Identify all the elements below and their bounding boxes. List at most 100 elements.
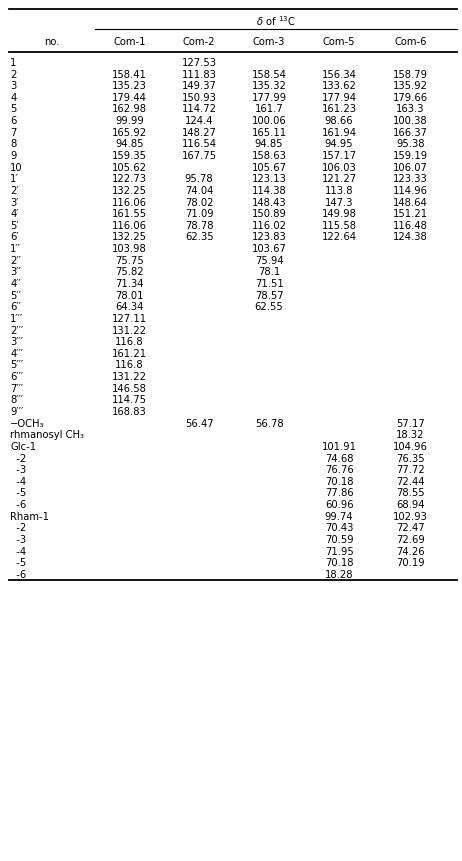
Text: -2: -2 [10,453,26,463]
Text: 133.62: 133.62 [322,81,357,91]
Text: 156.34: 156.34 [322,70,357,79]
Text: 3′′′: 3′′′ [10,337,23,347]
Text: 114.75: 114.75 [112,395,147,405]
Text: -4: -4 [10,546,26,556]
Text: 7: 7 [10,127,17,138]
Text: 71.34: 71.34 [115,279,144,288]
Text: -4: -4 [10,476,26,486]
Text: 4′: 4′ [10,209,18,219]
Text: 116.02: 116.02 [252,220,286,231]
Text: 161.94: 161.94 [322,127,357,138]
Text: 9: 9 [10,151,17,161]
Text: 1: 1 [10,58,17,68]
Text: 18.32: 18.32 [396,430,425,440]
Text: 177.94: 177.94 [322,93,357,102]
Text: 161.7: 161.7 [255,104,284,115]
Text: 75.94: 75.94 [255,256,283,265]
Text: 149.98: 149.98 [322,209,357,219]
Text: 56.47: 56.47 [185,418,213,428]
Text: 1′′′: 1′′′ [10,313,23,324]
Text: 71.51: 71.51 [255,279,284,288]
Text: 70.18: 70.18 [325,558,353,567]
Text: 150.89: 150.89 [252,209,286,219]
Text: Com-6: Com-6 [394,37,427,47]
Text: 121.27: 121.27 [322,174,357,184]
Text: 94.95: 94.95 [325,139,353,149]
Text: 116.06: 116.06 [112,220,147,231]
Text: 157.17: 157.17 [322,151,357,161]
Text: 148.27: 148.27 [182,127,217,138]
Text: 4′′′: 4′′′ [10,349,23,358]
Text: 168.83: 168.83 [112,406,147,417]
Text: rhmanosyl CH₃: rhmanosyl CH₃ [10,430,84,440]
Text: 179.44: 179.44 [112,93,147,102]
Text: 76.35: 76.35 [396,453,425,463]
Text: −OCH₃: −OCH₃ [10,418,45,428]
Text: 70.59: 70.59 [325,535,353,544]
Text: 106.03: 106.03 [322,163,357,172]
Text: -6: -6 [10,569,26,579]
Text: 131.22: 131.22 [112,372,147,381]
Text: 163.3: 163.3 [396,104,425,115]
Text: 179.66: 179.66 [393,93,428,102]
Text: 105.62: 105.62 [112,163,147,172]
Text: 5: 5 [10,104,17,115]
Text: 135.32: 135.32 [252,81,286,91]
Text: 123.83: 123.83 [252,232,286,242]
Text: 60.96: 60.96 [325,499,353,510]
Text: 161.55: 161.55 [112,209,147,219]
Text: -3: -3 [10,465,26,474]
Text: 149.37: 149.37 [182,81,217,91]
Text: 71.09: 71.09 [185,209,213,219]
Text: 78.55: 78.55 [396,488,425,498]
Text: 95.78: 95.78 [185,174,213,184]
Text: 56.78: 56.78 [255,418,283,428]
Text: 103.98: 103.98 [112,244,147,254]
Text: -5: -5 [10,488,26,498]
Text: 1′′: 1′′ [10,244,21,254]
Text: 132.25: 132.25 [112,186,147,195]
Text: $\delta$ of $^{13}$C: $\delta$ of $^{13}$C [256,14,296,28]
Text: 75.75: 75.75 [115,256,144,265]
Text: 4: 4 [10,93,17,102]
Text: 99.99: 99.99 [115,116,144,126]
Text: 2: 2 [10,70,17,79]
Text: Com-2: Com-2 [183,37,215,47]
Text: Com-5: Com-5 [323,37,355,47]
Text: 127.53: 127.53 [182,58,217,68]
Text: 18.28: 18.28 [325,569,353,579]
Text: 62.35: 62.35 [185,232,213,242]
Text: 94.85: 94.85 [255,139,283,149]
Text: 68.94: 68.94 [396,499,425,510]
Text: 99.74: 99.74 [325,511,353,521]
Text: 1′: 1′ [10,174,19,184]
Text: -2: -2 [10,523,26,533]
Text: 3: 3 [10,81,17,91]
Text: 5′: 5′ [10,220,19,231]
Text: 147.3: 147.3 [325,197,353,208]
Text: 135.92: 135.92 [393,81,428,91]
Text: 2′′′: 2′′′ [10,325,23,335]
Text: 122.64: 122.64 [322,232,357,242]
Text: 62.55: 62.55 [255,302,284,312]
Text: 106.07: 106.07 [393,163,428,172]
Text: 116.8: 116.8 [115,360,144,370]
Text: 105.67: 105.67 [252,163,286,172]
Text: 113.8: 113.8 [325,186,353,195]
Text: 3′: 3′ [10,197,18,208]
Text: 159.19: 159.19 [393,151,428,161]
Text: 166.37: 166.37 [393,127,428,138]
Text: 150.93: 150.93 [182,93,217,102]
Text: 102.93: 102.93 [393,511,428,521]
Text: 7′′′: 7′′′ [10,383,23,393]
Text: 114.72: 114.72 [182,104,217,115]
Text: 64.34: 64.34 [115,302,144,312]
Text: 4′′: 4′′ [10,279,21,288]
Text: 165.11: 165.11 [251,127,287,138]
Text: 77.86: 77.86 [325,488,353,498]
Text: 6: 6 [10,116,17,126]
Text: 165.92: 165.92 [112,127,147,138]
Text: 6′: 6′ [10,232,19,242]
Text: 131.22: 131.22 [112,325,147,335]
Text: -6: -6 [10,499,26,510]
